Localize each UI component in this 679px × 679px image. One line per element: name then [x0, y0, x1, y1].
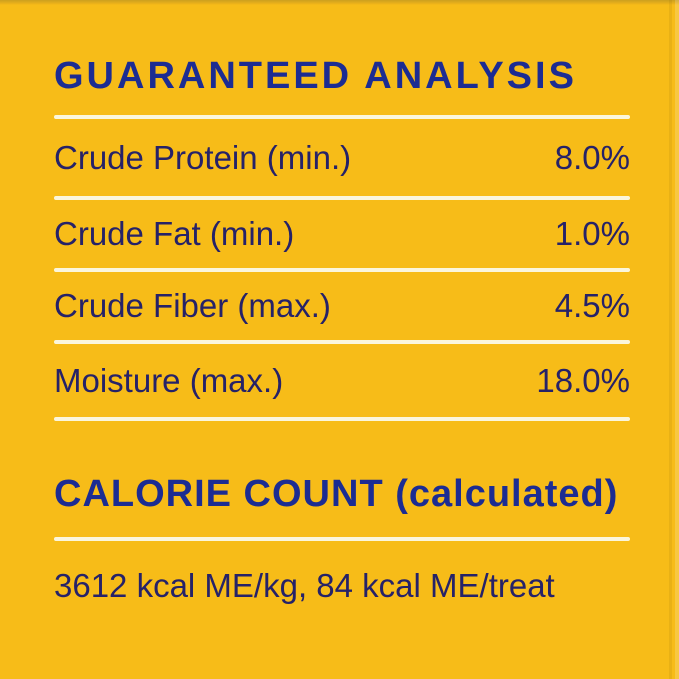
- nutrient-value: 18.0%: [536, 361, 630, 399]
- package-right-edge-highlight: [675, 0, 679, 679]
- package-top-fold-shading: [0, 0, 679, 5]
- nutrient-value: 4.5%: [554, 287, 630, 324]
- divider-line: [54, 340, 630, 344]
- divider-line: [54, 115, 630, 119]
- nutrient-label: Crude Protein (min.): [54, 138, 352, 176]
- nutrient-label: Crude Fiber (max.): [54, 287, 331, 324]
- divider-line: [54, 268, 630, 272]
- divider-line: [54, 417, 630, 421]
- nutrient-row-moisture: Moisture (max.) 18.0%: [54, 344, 630, 417]
- nutrient-label: Moisture (max.): [54, 361, 284, 399]
- nutrient-row-crude-fat: Crude Fat (min.) 1.0%: [54, 200, 630, 268]
- divider-line: [54, 196, 630, 200]
- package-right-fold-shading: [669, 0, 672, 679]
- panel-title: GUARANTEED ANALYSIS: [54, 55, 577, 97]
- nutrient-value: 8.0%: [554, 138, 630, 176]
- nutrient-row-crude-fiber: Crude Fiber (max.) 4.5%: [54, 272, 630, 340]
- calorie-count-statement: 3612 kcal ME/kg, 84 kcal ME/treat: [54, 567, 555, 604]
- divider-line: [54, 537, 630, 541]
- nutrient-label: Crude Fat (min.): [54, 215, 295, 252]
- calorie-count-heading: CALORIE COUNT (calculated): [54, 473, 619, 515]
- nutrient-row-crude-protein: Crude Protein (min.) 8.0%: [54, 119, 630, 196]
- nutrient-value: 1.0%: [554, 215, 630, 252]
